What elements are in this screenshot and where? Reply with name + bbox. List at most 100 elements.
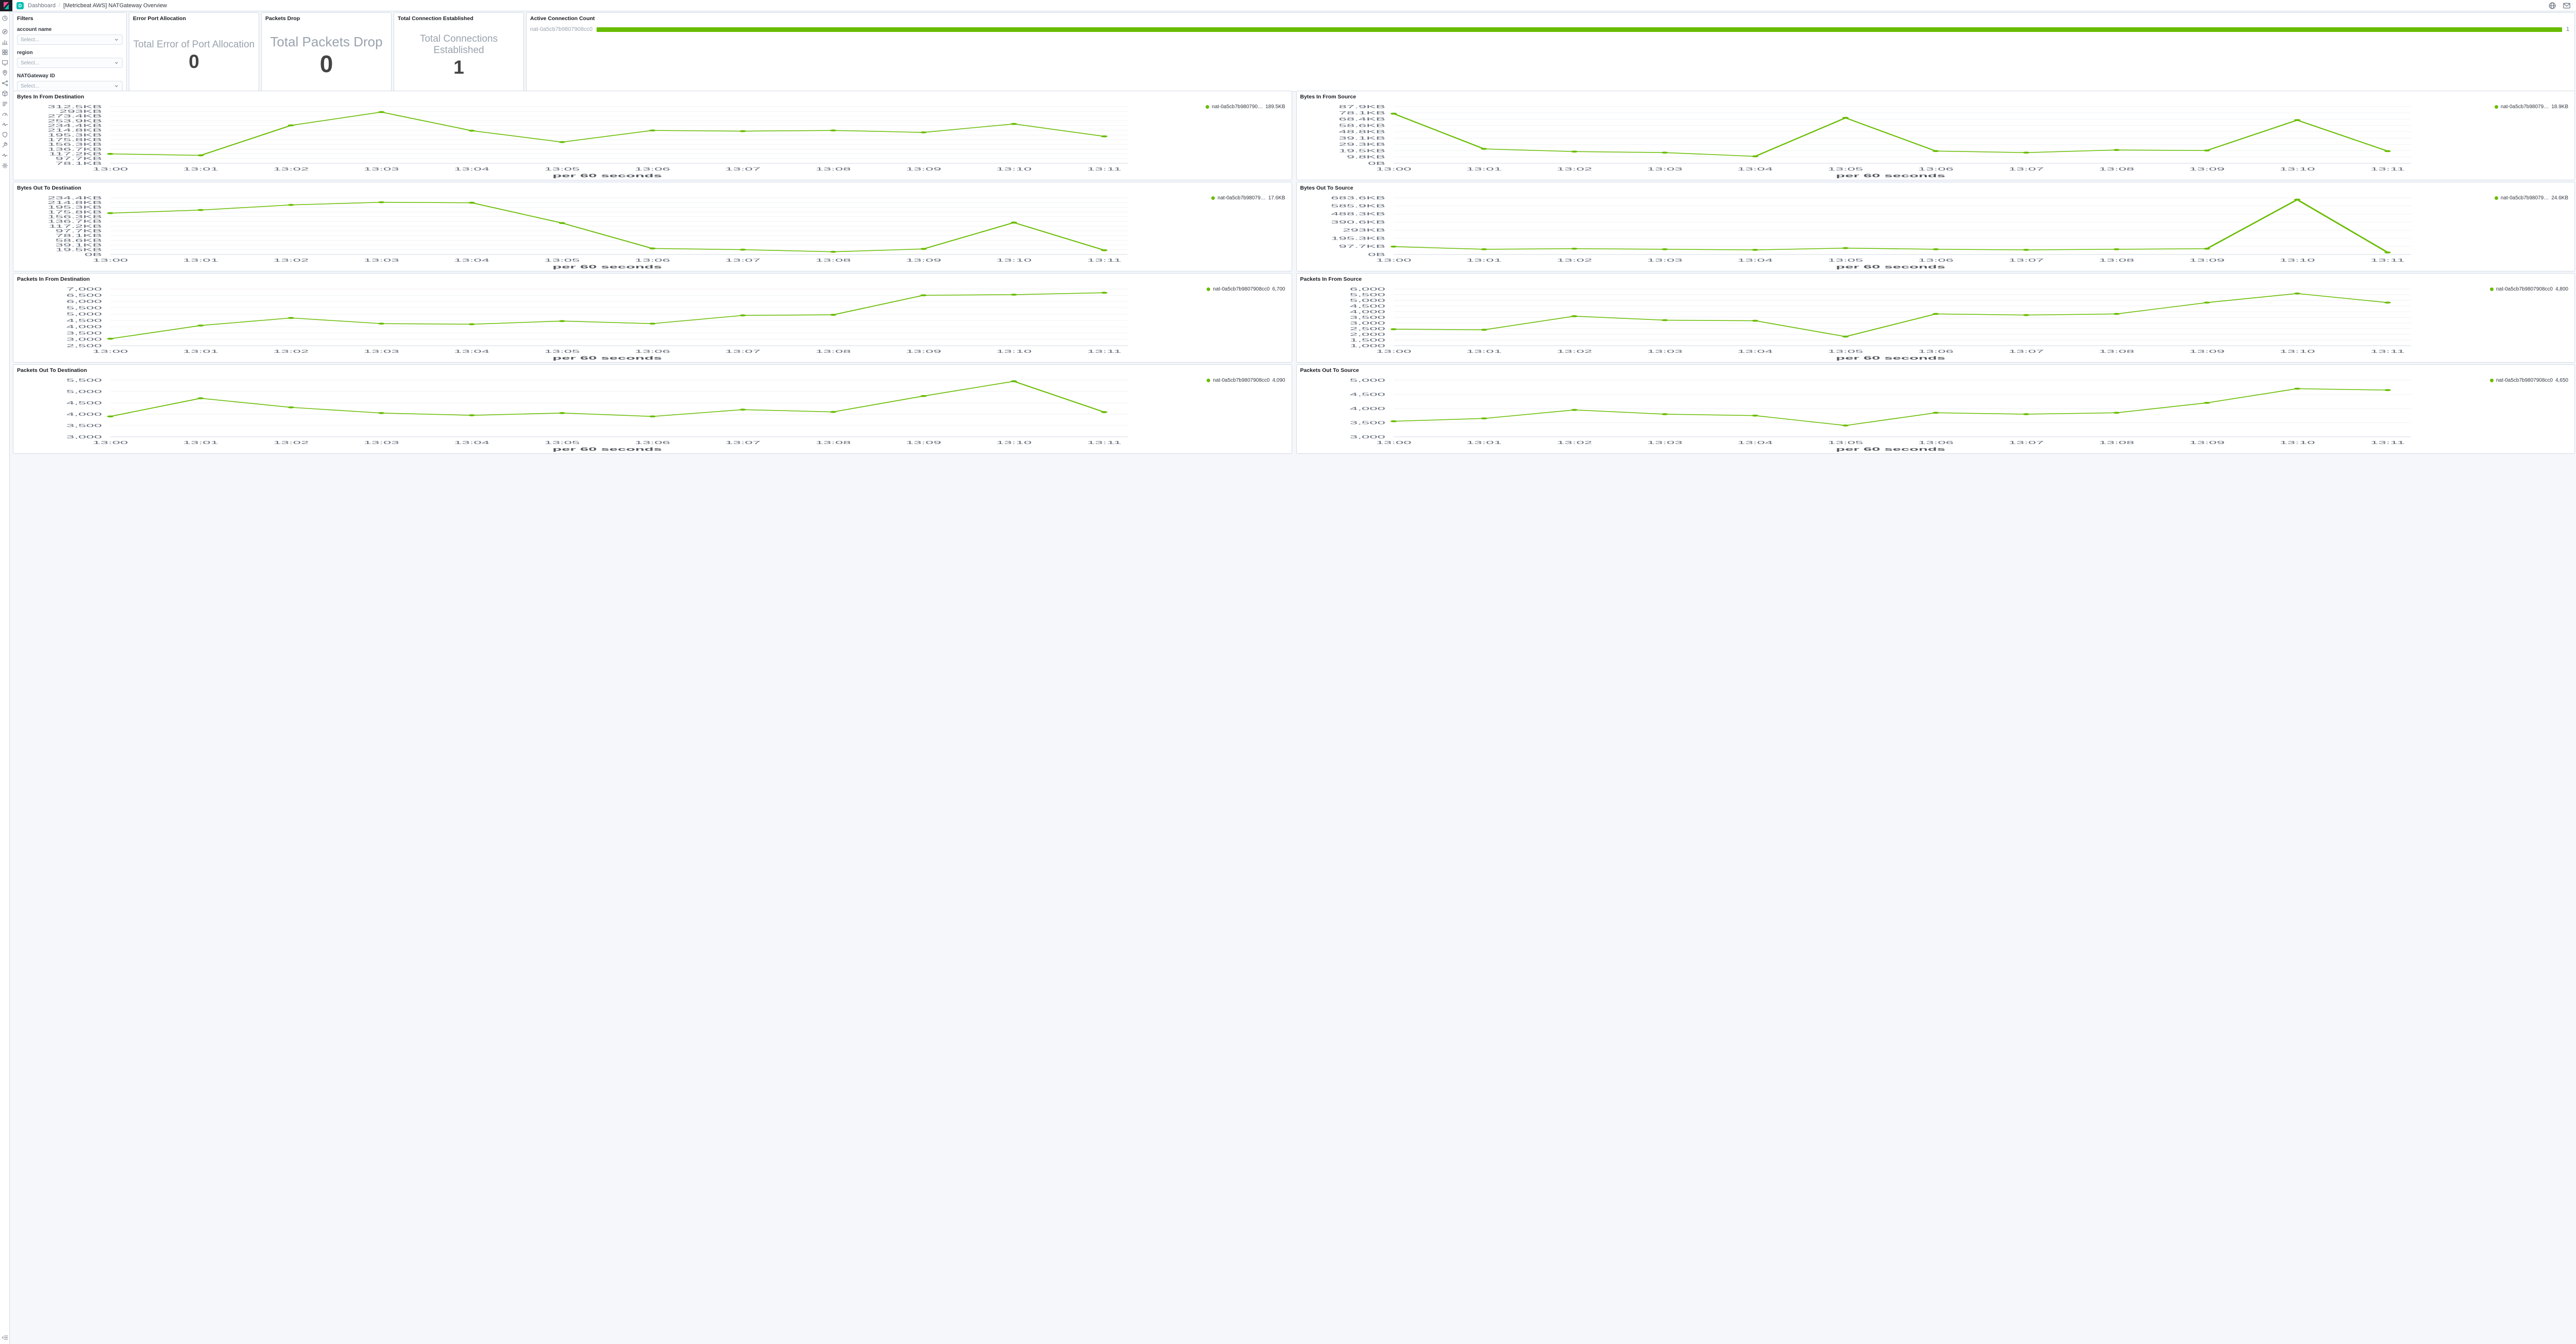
- svg-text:1,500: 1,500: [1349, 338, 1385, 343]
- metric-value: 1: [453, 56, 464, 78]
- topn-bar: [597, 27, 2562, 32]
- svg-text:4,500: 4,500: [1349, 392, 1385, 397]
- chart-legend-item[interactable]: nat-0a5cb7b98079… 18.9KB: [2494, 104, 2568, 110]
- region-placeholder: Select...: [21, 60, 40, 66]
- svg-text:3,000: 3,000: [1349, 435, 1385, 439]
- natgateway-id-label: NATGateway ID: [17, 73, 55, 79]
- svg-text:13:11: 13:11: [2370, 349, 2404, 354]
- topbar-actions: [2548, 2, 2576, 10]
- chart-title: Bytes Out To Source: [1300, 185, 1353, 191]
- svg-text:13:06: 13:06: [1918, 440, 1953, 445]
- svg-text:78.1KB: 78.1KB: [56, 161, 102, 166]
- account-name-select[interactable]: Select...: [17, 35, 123, 45]
- sidebar-item-dev-tools[interactable]: [2, 142, 8, 148]
- svg-text:13:10: 13:10: [996, 349, 1031, 354]
- svg-text:48.8KB: 48.8KB: [1338, 130, 1385, 134]
- sidebar-item-canvas[interactable]: [2, 59, 8, 66]
- natgateway-id-select[interactable]: Select...: [17, 81, 123, 91]
- sidebar-item-apm[interactable]: [2, 111, 8, 117]
- svg-text:585.9KB: 585.9KB: [1331, 203, 1385, 208]
- svg-text:29.3KB: 29.3KB: [1338, 142, 1385, 147]
- svg-text:13:05: 13:05: [1827, 349, 1863, 354]
- sidebar-item-discover[interactable]: [2, 28, 8, 35]
- svg-text:13:02: 13:02: [273, 349, 309, 354]
- dashboard-main: Filters account name Select... region Se…: [10, 11, 2576, 1344]
- filters-panel-title: Filters: [17, 15, 33, 22]
- svg-text:13:11: 13:11: [2370, 258, 2404, 263]
- svg-text:13:05: 13:05: [1827, 440, 1863, 445]
- svg-text:5,000: 5,000: [66, 312, 102, 317]
- svg-text:13:08: 13:08: [816, 258, 851, 263]
- newsfeed-button[interactable]: [2548, 2, 2556, 10]
- legend-series-value: 24.6KB: [2551, 195, 2568, 201]
- svg-text:13:09: 13:09: [906, 258, 941, 263]
- chart-legend-item[interactable]: nat-0a5cb7b98079… 17.6KB: [1211, 195, 1285, 201]
- svg-text:117.2KB: 117.2KB: [48, 151, 102, 156]
- breadcrumb-dashboard-link[interactable]: Dashboard: [28, 2, 56, 9]
- svg-text:13:06: 13:06: [635, 349, 670, 354]
- chart-title: Packets In From Destination: [17, 276, 90, 282]
- svg-text:195.3KB: 195.3KB: [1331, 236, 1385, 241]
- chart-legend-item[interactable]: nat-0a5cb7b98079… 24.6KB: [2494, 195, 2568, 201]
- natgateway-id-placeholder: Select...: [21, 83, 40, 89]
- globe-icon: [2549, 2, 2556, 9]
- chart-legend-item[interactable]: nat-0a5cb7b9807908cc0 4,650: [2489, 378, 2568, 383]
- svg-text:13:08: 13:08: [2098, 258, 2134, 263]
- filter-region: region Select...: [13, 50, 126, 68]
- svg-text:13:00: 13:00: [1376, 440, 1411, 445]
- chart-legend-item[interactable]: nat-0a5cb7b9807908cc0 4,090: [1207, 378, 1285, 383]
- svg-text:0B: 0B: [84, 252, 102, 257]
- region-select[interactable]: Select...: [17, 58, 123, 68]
- sidebar-item-logs[interactable]: [2, 100, 8, 107]
- svg-text:4,500: 4,500: [66, 401, 102, 405]
- chart-legend-item[interactable]: nat-0a5cb7b9807908cc0 6,700: [1207, 286, 1285, 292]
- sidebar-item-siem[interactable]: [2, 131, 8, 138]
- svg-text:273.4KB: 273.4KB: [47, 114, 102, 118]
- svg-text:5,000: 5,000: [1349, 298, 1385, 303]
- canvas-icon: [2, 60, 8, 65]
- sidebar-item-infrastructure[interactable]: [2, 90, 8, 97]
- dashboard-icon: [2, 49, 7, 55]
- svg-text:per 60 seconds: per 60 seconds: [553, 264, 662, 269]
- sidebar-item-uptime[interactable]: [2, 121, 8, 128]
- sidebar-item-stack-monitoring[interactable]: [2, 152, 8, 159]
- legend-dot-icon: [1211, 196, 1215, 200]
- svg-text:3,500: 3,500: [1349, 315, 1385, 320]
- chevron-down-icon: [114, 60, 119, 65]
- svg-text:175.8KB: 175.8KB: [47, 210, 102, 214]
- feedback-button[interactable]: [2563, 2, 2571, 10]
- chart-panel: Packets Out To Destination nat-0a5cb7b98…: [13, 364, 1292, 454]
- svg-text:19.5KB: 19.5KB: [1338, 148, 1385, 153]
- svg-text:13:01: 13:01: [183, 440, 218, 445]
- chart-title: Bytes In From Source: [1300, 94, 1357, 100]
- legend-series-value: 4,090: [1272, 378, 1285, 383]
- sidebar-item-visualize[interactable]: [2, 39, 8, 45]
- svg-text:13:10: 13:10: [996, 258, 1031, 263]
- svg-text:13:00: 13:00: [1376, 167, 1411, 172]
- svg-text:175.8KB: 175.8KB: [47, 138, 102, 142]
- sidebar-item-management[interactable]: [2, 162, 8, 169]
- svg-text:13:01: 13:01: [1466, 167, 1501, 172]
- sidebar-item-maps[interactable]: [2, 70, 8, 76]
- svg-text:13:06: 13:06: [635, 440, 670, 445]
- svg-text:253.9KB: 253.9KB: [47, 118, 102, 123]
- svg-text:97.7KB: 97.7KB: [56, 229, 102, 233]
- svg-text:13:00: 13:00: [1376, 349, 1411, 354]
- svg-text:390.6KB: 390.6KB: [1331, 220, 1385, 225]
- metric-body: Total Connections Established 1: [394, 20, 523, 91]
- chart-legend-item[interactable]: nat-0a5cb7b980790… 189.5KB: [1206, 104, 1285, 110]
- packets-drop-panel: Packets Drop Total Packets Drop 0: [261, 12, 392, 92]
- svg-text:per 60 seconds: per 60 seconds: [1836, 173, 1945, 178]
- sidebar-item-recently-viewed[interactable]: [2, 15, 8, 22]
- sidebar-item-collapse[interactable]: [2, 1334, 8, 1341]
- sidebar-item-machine-learning[interactable]: [2, 80, 8, 87]
- chart-legend-item[interactable]: nat-0a5cb7b9807908cc0 4,800: [2489, 286, 2568, 292]
- svg-text:13:09: 13:09: [906, 440, 941, 445]
- management-icon: [2, 162, 8, 169]
- sidebar-item-dashboard[interactable]: [2, 49, 8, 56]
- svg-text:195.3KB: 195.3KB: [47, 205, 102, 210]
- kibana-logo[interactable]: [0, 0, 12, 11]
- account-name-placeholder: Select...: [21, 37, 40, 43]
- svg-text:7,000: 7,000: [66, 287, 102, 292]
